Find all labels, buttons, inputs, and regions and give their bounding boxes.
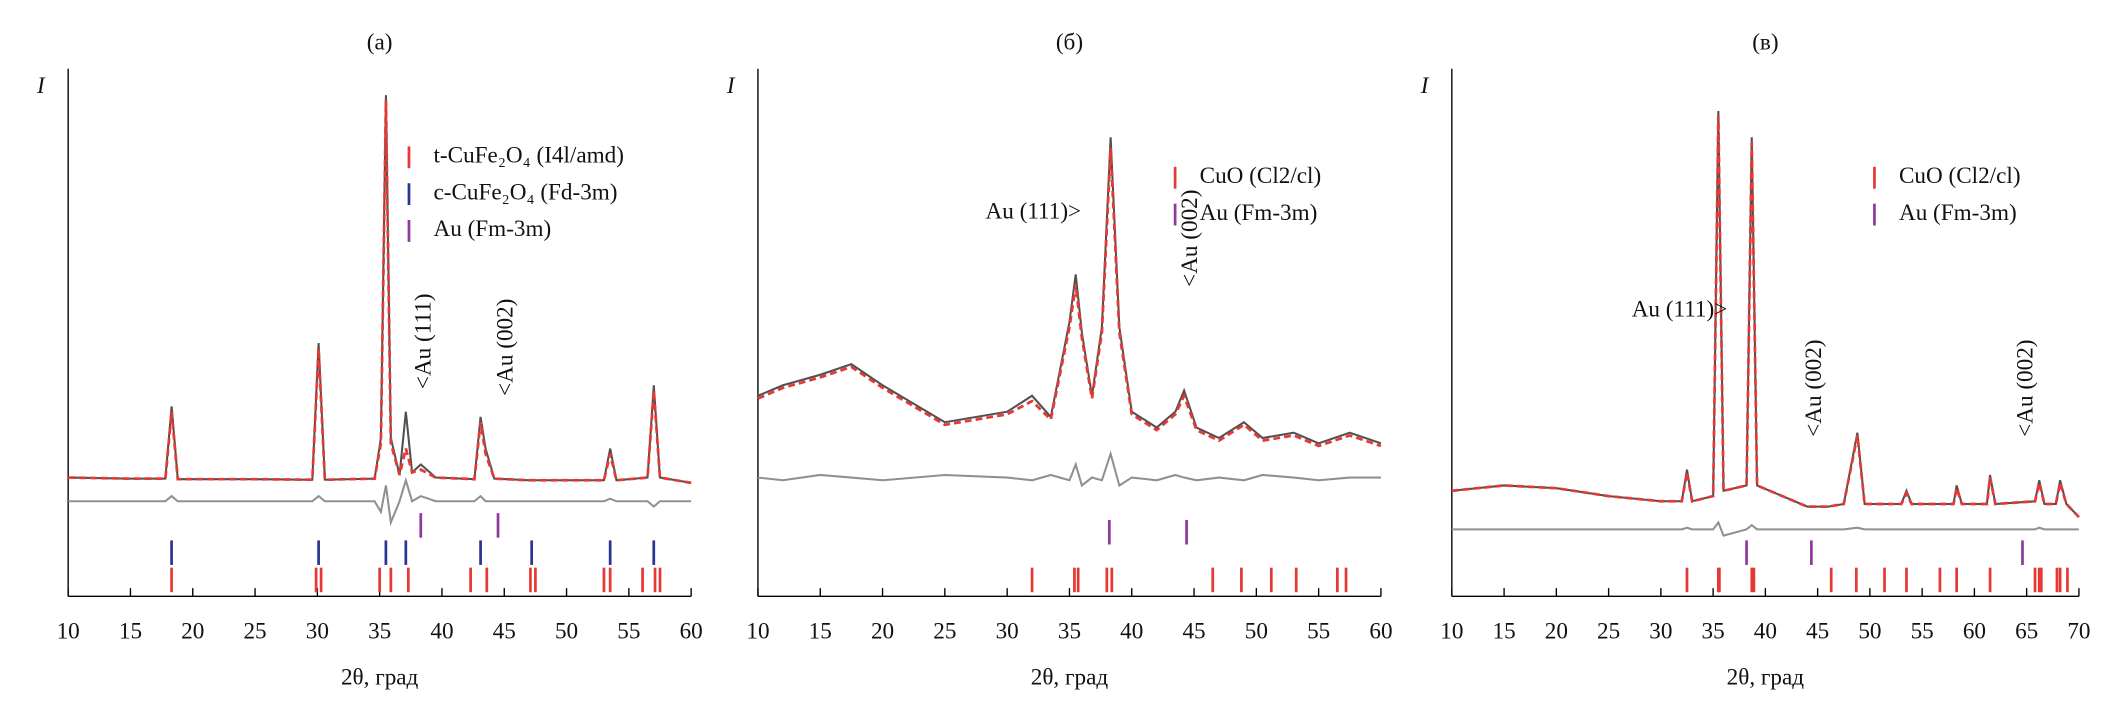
- x-tick-label: 35: [368, 618, 391, 644]
- x-tick-label: 70: [2067, 618, 2090, 644]
- annotation: <Au (002): [1801, 339, 1827, 436]
- x-tick-label: 55: [617, 618, 640, 644]
- x-tick-label: 50: [555, 618, 578, 644]
- x-tick-label: 40: [1754, 618, 1777, 644]
- x-tick-label: 60: [680, 618, 703, 644]
- legend-label: Au (Fm-3m): [434, 216, 552, 242]
- x-tick-label: 45: [1182, 618, 1205, 644]
- annotation: <Au (002): [2012, 339, 2038, 436]
- x-tick-label: 50: [1245, 618, 1268, 644]
- x-tick-label: 40: [1120, 618, 1143, 644]
- y-axis-label: I: [726, 73, 736, 99]
- annotation: Au (111)>: [1632, 297, 1728, 323]
- x-tick-label: 35: [1702, 618, 1725, 644]
- x-tick-label: 45: [1806, 618, 1829, 644]
- panel-title: (в): [1752, 29, 1778, 55]
- x-tick-label: 30: [1649, 618, 1672, 644]
- x-tick-label: 60: [1369, 618, 1392, 644]
- x-tick-label: 35: [1058, 618, 1081, 644]
- x-tick-label: 10: [1440, 618, 1463, 644]
- x-axis-label: 2θ, град: [1031, 665, 1109, 691]
- x-tick-label: 10: [57, 618, 80, 644]
- x-axis-label: 2θ, град: [341, 665, 419, 691]
- x-tick-label: 50: [1858, 618, 1881, 644]
- pattern-line: [757, 147, 1382, 448]
- annotation: <Au (002): [1177, 190, 1203, 287]
- legend-label: Au (Fm-3m): [1200, 200, 1318, 226]
- legend-label: Au (Fm-3m): [1899, 200, 2017, 226]
- x-tick-label: 20: [1545, 618, 1568, 644]
- x-tick-label: 20: [871, 618, 894, 644]
- x-tick-label: 30: [996, 618, 1019, 644]
- x-axis-label: 2θ, град: [1727, 665, 1805, 691]
- legend-label: t-CuFe₂O₄ (I4l/amd): [434, 143, 624, 169]
- y-axis-label: I: [1420, 73, 1430, 99]
- legend-label: CuO (Cl2/cl): [1899, 163, 2021, 189]
- panel-title: (б): [1056, 29, 1083, 55]
- x-tick-label: 15: [119, 618, 142, 644]
- x-tick-label: 15: [1493, 618, 1516, 644]
- pattern-line: [757, 450, 1381, 488]
- pattern-line: [1451, 116, 2080, 519]
- x-tick-label: 10: [746, 618, 769, 644]
- x-tick-label: 20: [181, 618, 204, 644]
- annotation: <Au (002): [492, 299, 518, 396]
- x-tick-label: 65: [2015, 618, 2038, 644]
- legend-label: c-CuFe₂O₄ (Fd-3m): [434, 179, 618, 205]
- y-axis-label: I: [36, 73, 46, 99]
- x-tick-label: 55: [1911, 618, 1934, 644]
- x-tick-label: 55: [1307, 618, 1330, 644]
- pattern-line: [68, 100, 692, 485]
- x-tick-label: 25: [1597, 618, 1620, 644]
- pattern-line: [68, 476, 692, 527]
- x-tick-label: 30: [306, 618, 329, 644]
- x-tick-label: 25: [243, 618, 266, 644]
- x-tick-label: 40: [430, 618, 453, 644]
- pattern-line: [1451, 520, 2079, 537]
- annotation: <Au (111): [411, 293, 437, 389]
- x-tick-label: 45: [493, 618, 516, 644]
- x-tick-label: 15: [809, 618, 832, 644]
- x-tick-label: 25: [933, 618, 956, 644]
- legend-label: CuO (Cl2/cl): [1200, 163, 1322, 189]
- x-tick-label: 60: [1963, 618, 1986, 644]
- annotation: Au (111)>: [986, 199, 1082, 225]
- panel-title: (а): [367, 29, 393, 55]
